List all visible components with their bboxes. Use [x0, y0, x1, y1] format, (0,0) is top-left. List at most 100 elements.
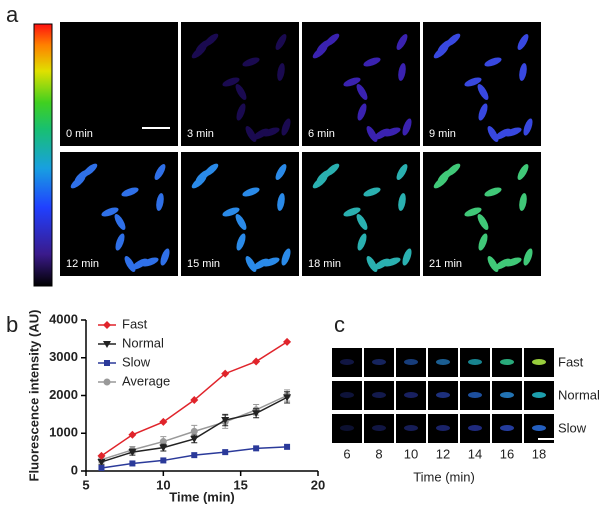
legend-label: Normal [122, 335, 164, 350]
bacterium [160, 248, 170, 266]
marker [283, 337, 292, 346]
bacterium [277, 63, 285, 81]
bacterium [468, 359, 482, 365]
bacterium [253, 128, 269, 140]
bacterium [203, 33, 219, 47]
bacterium [281, 118, 291, 136]
column-label: 16 [500, 446, 514, 461]
column-label: 10 [404, 446, 418, 461]
bacterium [340, 425, 354, 431]
y-axis-title: Fluorescence intensity (AU) [26, 310, 41, 482]
bacterium [253, 258, 269, 270]
time-label: 21 min [429, 258, 462, 270]
bacterium [312, 175, 328, 189]
bacterium [398, 63, 406, 81]
bacterium [101, 207, 119, 217]
column-label: 8 [375, 446, 382, 461]
bacterium [396, 34, 408, 50]
bacterium [222, 207, 240, 217]
row-label: Slow [558, 420, 587, 435]
bacterium [262, 257, 280, 267]
bacterium [124, 256, 136, 272]
column-label: 14 [468, 446, 482, 461]
bacterium [357, 233, 367, 251]
bacterium [404, 425, 418, 431]
marker [159, 444, 168, 452]
bacterium [324, 33, 340, 47]
bacterium [277, 193, 285, 211]
marker [128, 449, 137, 457]
column-label: 12 [436, 446, 450, 461]
bacterium [324, 163, 340, 177]
bacterium [363, 57, 381, 67]
time-label: 12 min [66, 258, 99, 270]
bacterium [484, 187, 502, 197]
bacterium [519, 193, 527, 211]
bacterium [222, 77, 240, 87]
marker [159, 417, 168, 426]
bacterium [154, 164, 166, 180]
bacterium [495, 128, 511, 140]
y-tick-label: 3000 [49, 349, 78, 364]
bacterium [478, 233, 488, 251]
legend-marker [103, 321, 111, 329]
marker [97, 458, 106, 466]
bacterium [445, 163, 461, 177]
bacterium [396, 164, 408, 180]
bacterium [532, 359, 546, 365]
bacterium [275, 164, 287, 180]
marker [252, 410, 261, 418]
x-tick-label: 20 [311, 477, 325, 492]
panel-label: b [6, 312, 18, 337]
row-label: Normal [558, 387, 600, 402]
marker [221, 417, 230, 425]
time-label: 18 min [308, 258, 341, 270]
legend-label: Fast [122, 316, 148, 331]
colorbar [33, 23, 53, 287]
bacterium [340, 392, 354, 398]
x-axis-title: Time (min) [169, 489, 235, 504]
marker [159, 438, 167, 446]
bacterium [236, 103, 246, 121]
bacterium [468, 425, 482, 431]
panel-a: 0 min 3 min 6 min 9 min 12 min 15 min 18 min 21… [60, 22, 541, 276]
x-tick-label: 10 [156, 477, 170, 492]
bacterium [70, 175, 86, 189]
bacterium [519, 63, 527, 81]
tile [332, 348, 362, 377]
bacterium [372, 425, 386, 431]
bacterium [504, 257, 522, 267]
bacterium [532, 392, 546, 398]
panel-c: Fast Normal Slow 6 8 10 12 14 16 18 Time (min) [332, 348, 600, 484]
bacterium [363, 187, 381, 197]
time-label: 3 min [187, 128, 214, 140]
tile [396, 414, 426, 443]
time-label: 0 min [66, 128, 93, 140]
bacterium [82, 163, 98, 177]
bacterium [372, 359, 386, 365]
bacterium [374, 128, 390, 140]
time-label: 6 min [308, 128, 335, 140]
bacterium [191, 175, 207, 189]
column-label: 6 [343, 446, 350, 461]
bacterium [477, 214, 489, 230]
marker [284, 443, 291, 450]
bacterium [191, 45, 207, 59]
bacterium [114, 214, 126, 230]
time-label: 9 min [429, 128, 456, 140]
marker [128, 430, 137, 439]
panel-label: c [334, 312, 345, 337]
bacterium [121, 187, 139, 197]
bacterium [366, 256, 378, 272]
row-label: Fast [558, 354, 584, 369]
bacterium [245, 126, 257, 142]
time-label: 15 min [187, 258, 220, 270]
bacterium [495, 258, 511, 270]
bacterium [356, 84, 368, 100]
bacterium [242, 57, 260, 67]
legend-label: Average [122, 373, 170, 388]
bacterium [203, 163, 219, 177]
bacterium [398, 193, 406, 211]
bacterium [281, 248, 291, 266]
bacterium [235, 84, 247, 100]
